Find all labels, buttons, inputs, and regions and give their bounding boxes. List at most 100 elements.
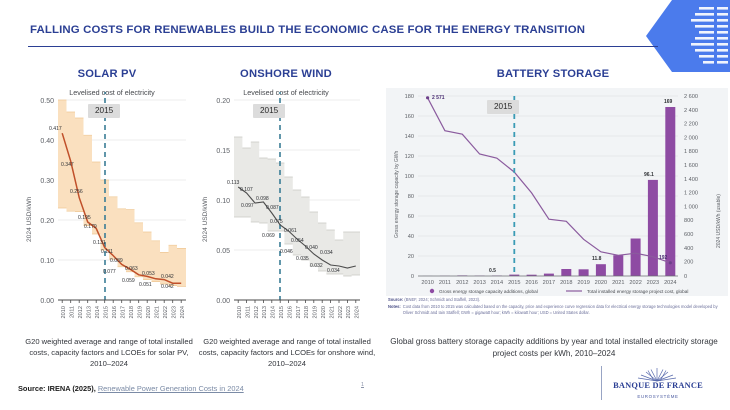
battery-rytick-2200: 2 200	[684, 122, 698, 128]
svg-text:2023: 2023	[647, 280, 659, 286]
svg-text:2015: 2015	[279, 306, 285, 318]
solar-label-2011: 0.347	[61, 162, 74, 168]
wind-label-2018: 0.054	[291, 238, 304, 244]
legend-label-line: Total installed energy storage project c…	[587, 289, 688, 294]
svg-text:2020: 2020	[146, 306, 152, 318]
wind-label-2016: 0.069	[262, 233, 275, 239]
battery-rytick-600: 600	[684, 232, 693, 238]
solar-label-2022: 0.051	[139, 282, 152, 288]
header-divider	[28, 46, 658, 47]
battery-notes-label: Notes:	[388, 304, 401, 310]
svg-text:2015: 2015	[508, 280, 520, 286]
svg-text:2016: 2016	[112, 306, 118, 318]
wind-label-2013: 0.098	[256, 196, 269, 202]
decorative-chevron	[646, 0, 730, 72]
wind-ytick-0.15: 0.15	[216, 148, 230, 155]
battery-year-marker-label: 2015	[487, 100, 520, 114]
solar-label-2015: 0.131	[93, 240, 106, 246]
wind-label-2024: 0.034	[327, 268, 340, 274]
wind-average-line	[237, 186, 356, 269]
wind-panel-title: ONSHORE WIND	[240, 68, 332, 80]
solar-label-2020: 0.059	[122, 278, 135, 284]
page-number: 1	[361, 382, 364, 388]
battery-notes-text: Cost data from 2010 to 2015 was calculat…	[402, 304, 718, 316]
battery-rytick-2600: 2 600	[684, 94, 698, 100]
battery-bar-label-2014: 0.5	[489, 268, 496, 274]
wind-label-2023: 0.032	[310, 263, 323, 269]
svg-text:2015: 2015	[104, 306, 110, 318]
solar-ytick-0.50: 0.50	[40, 98, 54, 105]
wind-label-2015: 0.075	[270, 219, 283, 225]
battery-lytick-160: 160	[405, 114, 414, 120]
svg-text:2017: 2017	[543, 280, 555, 286]
wind-caption: G20 weighted average and range of total …	[198, 337, 376, 368]
battery-storage-chart: 2 571 0.5 11.8 96.1 169 192 180 160 140 …	[386, 88, 728, 301]
svg-text:2020: 2020	[321, 306, 327, 318]
solar-y-axis-title: 2024 USD/kWh	[26, 196, 33, 242]
battery-panel-title: BATTERY STORAGE	[496, 68, 610, 80]
solar-ytick-0.10: 0.10	[40, 258, 54, 265]
battery-bar-label-2020: 11.8	[592, 256, 602, 262]
svg-text:2012: 2012	[78, 306, 84, 318]
solar-label-2019: 0.063	[125, 266, 138, 272]
svg-text:2016: 2016	[525, 280, 537, 286]
battery-lytick-100: 100	[405, 174, 414, 180]
solar-panel-title: SOLAR PV	[77, 68, 137, 80]
wind-label-2020: 0.040	[305, 245, 318, 251]
solar-label-2013: 0.195	[78, 215, 91, 221]
svg-text:2019: 2019	[313, 306, 319, 318]
svg-text:2012: 2012	[456, 280, 468, 286]
battery-lytick-0: 0	[411, 274, 414, 280]
svg-text:2023: 2023	[346, 306, 352, 318]
solar-label-2014: 0.179	[84, 224, 97, 230]
battery-rytick-1800: 1 800	[684, 149, 698, 155]
solar-label-2018: 0.077	[103, 269, 116, 275]
solar-ytick-0.00: 0.00	[40, 298, 54, 305]
footer-source-prefix: Source: IRENA (2025),	[18, 384, 96, 393]
solar-ytick-0.40: 0.40	[40, 138, 54, 145]
wind-range-band	[234, 137, 360, 276]
svg-text:2021: 2021	[612, 280, 624, 286]
battery-cost-point-2024	[668, 261, 672, 265]
svg-text:2011: 2011	[245, 306, 251, 318]
battery-bars	[422, 107, 676, 276]
svg-text:2014: 2014	[271, 306, 277, 318]
svg-text:2017: 2017	[121, 306, 127, 318]
svg-text:2013: 2013	[262, 306, 268, 318]
onshore-wind-chart: 0.113 0.107 0.097 0.098 0.087 0.075 0.06…	[194, 80, 380, 332]
battery-rytick-2000: 2 000	[684, 135, 698, 141]
solar-pv-chart: 0.417 0.347 0.256 0.195 0.179 0.131 0.11…	[18, 80, 208, 332]
svg-text:2014: 2014	[491, 280, 503, 286]
battery-rytick-0: 0	[684, 274, 687, 280]
legend-label-bars: Gross energy storage capacity additions,…	[439, 289, 538, 294]
battery-legend: Gross energy storage capacity additions,…	[429, 288, 688, 294]
page-title: FALLING COSTS FOR RENEWABLES BUILD THE E…	[30, 24, 586, 36]
svg-text:2024: 2024	[180, 306, 186, 318]
svg-text:2021: 2021	[329, 306, 335, 318]
solar-caption: G20 weighted average and range of total …	[25, 337, 193, 368]
svg-text:2018: 2018	[560, 280, 572, 286]
battery-left-axis-title: Gross energy storage capacity by GWh	[394, 151, 400, 238]
solar-average-line	[61, 132, 182, 284]
solar-year-marker-label: 2015	[88, 104, 121, 118]
footer-source-link[interactable]: Renewable Power Generation Costs in 2024	[97, 384, 244, 393]
battery-caption: Global gross battery storage capacity ad…	[390, 337, 718, 358]
svg-text:2016: 2016	[287, 306, 293, 318]
battery-lytick-80: 80	[408, 194, 414, 200]
svg-text:2019: 2019	[577, 280, 589, 286]
battery-rytick-1000: 1 000	[684, 204, 698, 210]
svg-text:2011: 2011	[439, 280, 451, 286]
wind-label-2010: 0.113	[227, 180, 240, 186]
solar-label-2016: 0.111	[101, 249, 113, 255]
solar-label-2017: 0.089	[110, 258, 123, 264]
battery-cost-point-2010	[426, 96, 430, 100]
battery-lytick-180: 180	[405, 94, 414, 100]
battery-cost-label-2024: 192	[659, 255, 668, 261]
battery-rytick-800: 800	[684, 218, 693, 224]
svg-text:2010: 2010	[237, 306, 243, 318]
battery-source-label: Source:	[388, 297, 404, 302]
svg-text:2022: 2022	[338, 306, 344, 318]
footer-source: Source: IRENA (2025), Renewable Power Ge…	[18, 384, 244, 393]
solar-label-2010: 0.417	[49, 126, 62, 132]
solar-label-2012: 0.256	[70, 189, 83, 195]
